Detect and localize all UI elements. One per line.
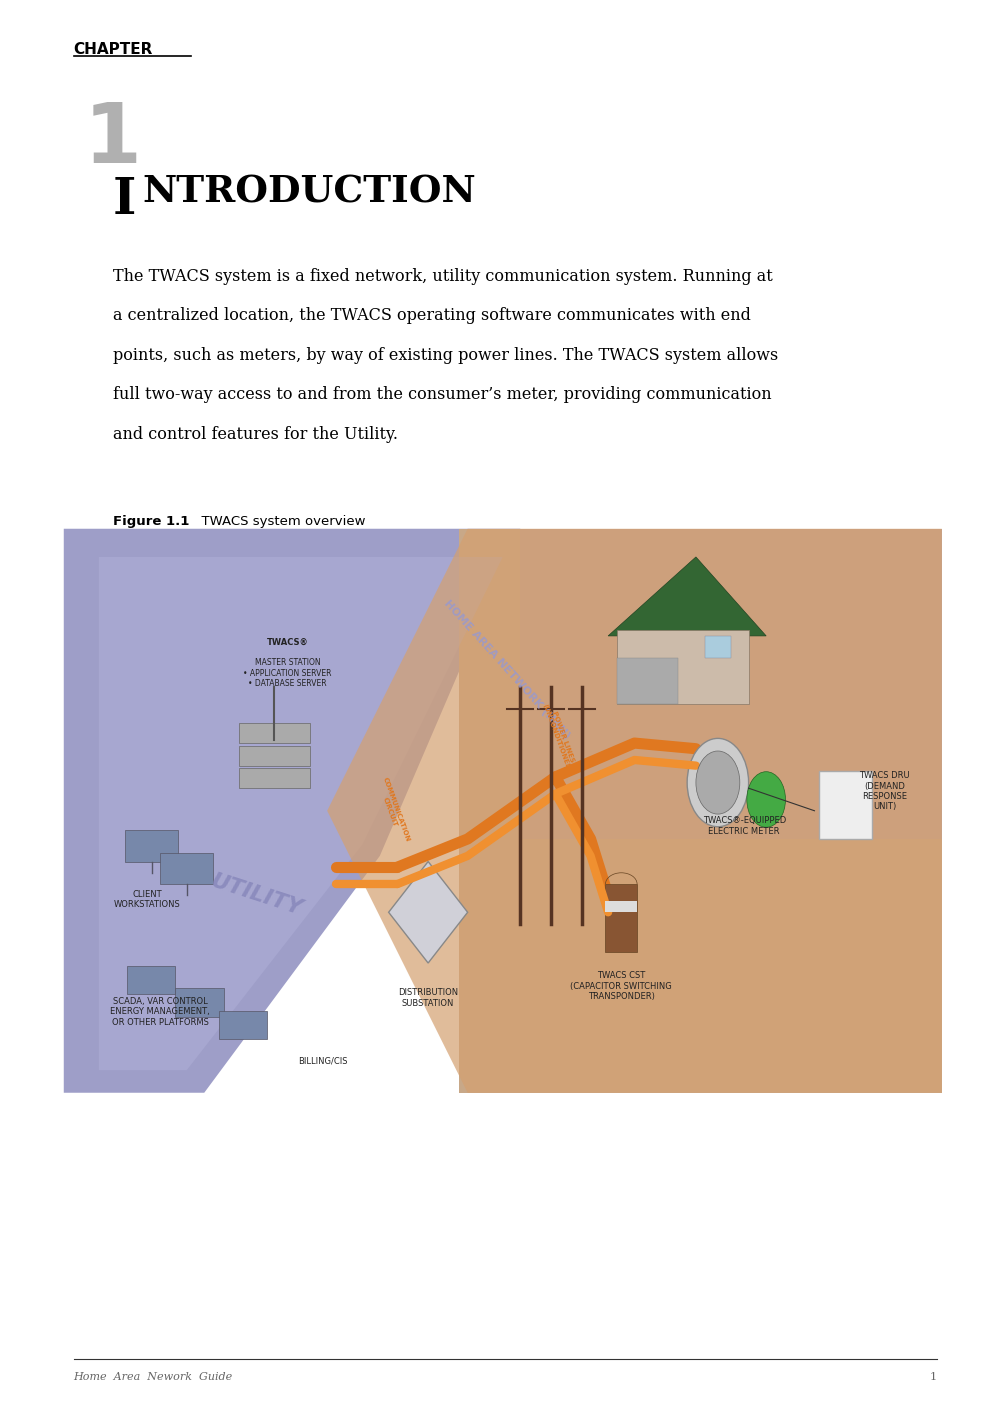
Bar — [605, 884, 637, 952]
Text: DISTRIBUTION
SUBSTATION: DISTRIBUTION SUBSTATION — [398, 988, 458, 1008]
Bar — [617, 630, 749, 704]
Circle shape — [696, 752, 740, 814]
Text: CLIENT
WORKSTATIONS: CLIENT WORKSTATIONS — [114, 890, 181, 909]
Text: MASTER STATION
• APPLICATION SERVER
• DATABASE SERVER: MASTER STATION • APPLICATION SERVER • DA… — [243, 658, 332, 688]
Text: a centralized location, the TWACS operating software communicates with end: a centralized location, the TWACS operat… — [113, 307, 750, 324]
Text: TWACS CST
(CAPACITOR SWITCHING
TRANSPONDER): TWACS CST (CAPACITOR SWITCHING TRANSPOND… — [570, 971, 672, 1001]
Text: CHAPTER: CHAPTER — [74, 42, 153, 58]
Text: SCADA, VAR CONTROL
ENERGY MANAGEMENT,
OR OTHER PLATFORMS: SCADA, VAR CONTROL ENERGY MANAGEMENT, OR… — [111, 997, 210, 1026]
Text: 1: 1 — [930, 1372, 937, 1382]
Text: HOME AREA NETWORK (HAN): HOME AREA NETWORK (HAN) — [442, 598, 572, 742]
Polygon shape — [459, 529, 942, 1093]
Text: TWACS®-EQUIPPED
ELECTRIC METER: TWACS®-EQUIPPED ELECTRIC METER — [702, 816, 786, 836]
Bar — [160, 853, 213, 884]
Polygon shape — [608, 557, 766, 636]
Text: full two-way access to and from the consumer’s meter, providing communication: full two-way access to and from the cons… — [113, 386, 771, 403]
Text: The TWACS system is a fixed network, utility communication system. Running at: The TWACS system is a fixed network, uti… — [113, 268, 773, 285]
Bar — [64, 529, 942, 1093]
Polygon shape — [64, 529, 520, 1093]
Text: TWACS DRU
(DEMAND
RESPONSE
UNIT): TWACS DRU (DEMAND RESPONSE UNIT) — [859, 771, 910, 812]
Polygon shape — [328, 529, 942, 1093]
Text: TWACS®: TWACS® — [267, 639, 309, 647]
Bar — [239, 746, 310, 766]
Bar — [704, 636, 731, 658]
Text: BILLING/CIS: BILLING/CIS — [298, 1056, 347, 1065]
Polygon shape — [99, 557, 502, 1070]
Text: UTILITY: UTILITY — [209, 871, 305, 919]
Bar — [239, 768, 310, 788]
Bar — [127, 966, 176, 994]
Polygon shape — [520, 529, 942, 839]
Circle shape — [687, 739, 749, 826]
Text: NTRODUCTION: NTRODUCTION — [142, 173, 476, 210]
Bar — [819, 771, 871, 839]
Text: POWER LINES
(UNCONDITIONED): POWER LINES (UNCONDITIONED) — [542, 701, 579, 774]
Text: I: I — [113, 176, 136, 226]
Bar — [605, 901, 637, 912]
Text: points, such as meters, by way of existing power lines. The TWACS system allows: points, such as meters, by way of existi… — [113, 347, 778, 364]
Text: and control features for the Utility.: and control features for the Utility. — [113, 426, 398, 443]
Circle shape — [747, 771, 786, 828]
Bar — [617, 658, 679, 704]
Bar — [239, 723, 310, 743]
Bar — [126, 830, 178, 862]
Bar — [219, 1011, 268, 1039]
Text: TWACS system overview: TWACS system overview — [193, 515, 366, 527]
Bar — [176, 988, 224, 1017]
Polygon shape — [388, 862, 468, 963]
Text: Figure 1.1: Figure 1.1 — [113, 515, 189, 527]
Text: 1: 1 — [83, 99, 141, 179]
Text: Home  Area  Nework  Guide: Home Area Nework Guide — [74, 1372, 232, 1382]
Text: COMMUNICATION
CIRCUIT: COMMUNICATION CIRCUIT — [376, 777, 411, 845]
